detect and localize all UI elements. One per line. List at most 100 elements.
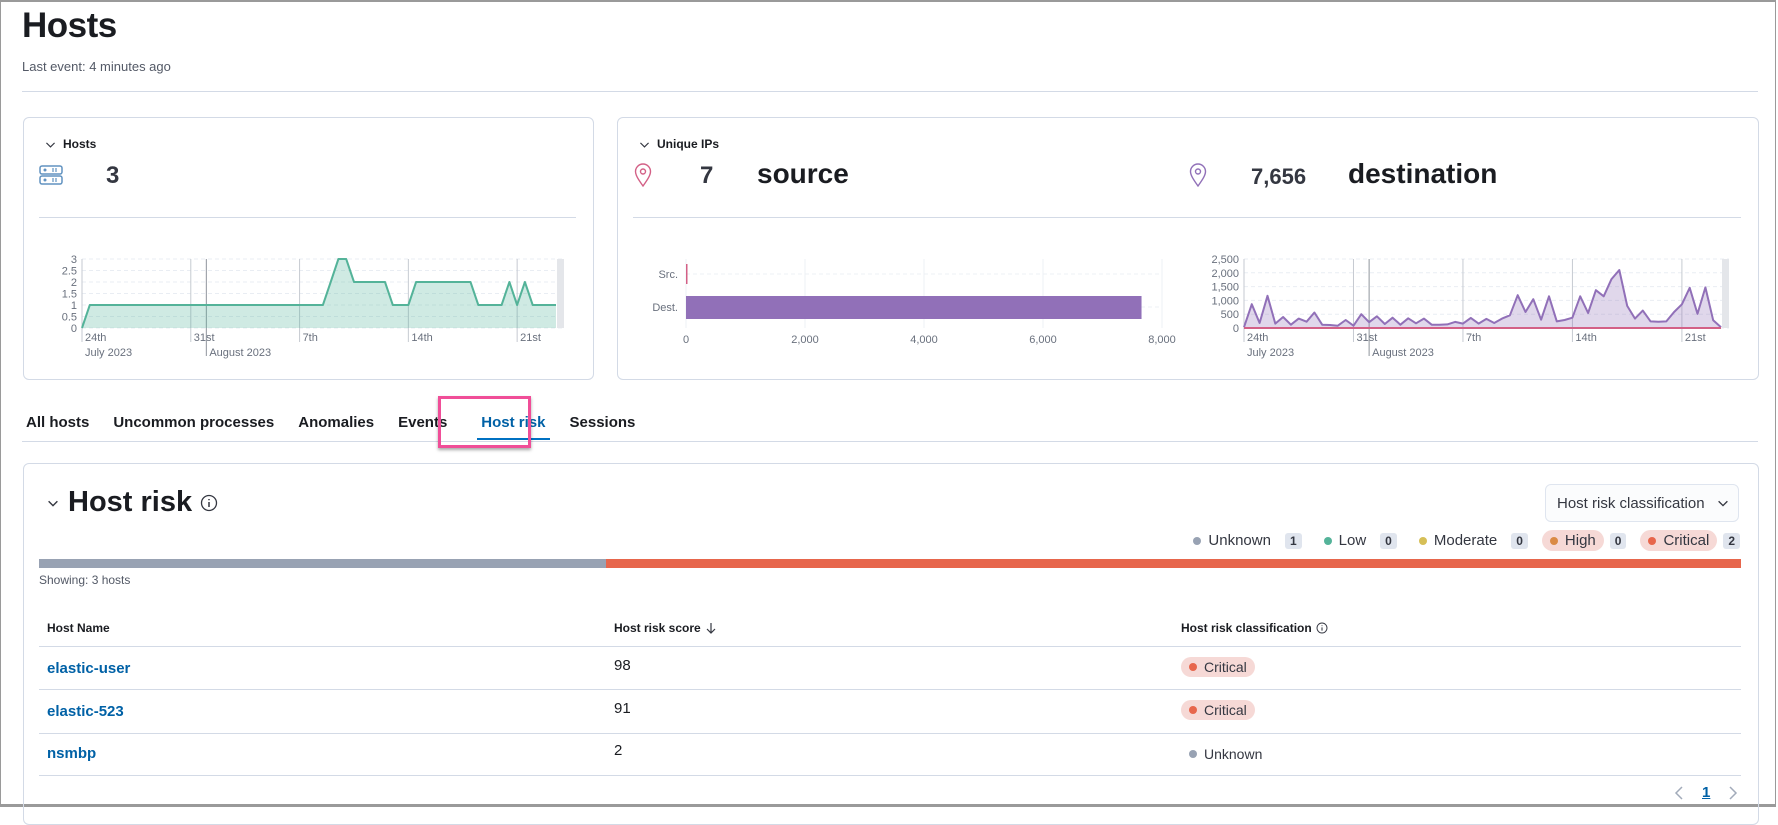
y-tick-label: 1.5 bbox=[62, 289, 77, 301]
hosts-card-toggle[interactable]: Hosts bbox=[44, 137, 96, 151]
category-label: Dest. bbox=[652, 302, 678, 314]
tab-anomalies[interactable]: Anomalies bbox=[298, 412, 386, 438]
x-tick-label: 21st bbox=[1685, 332, 1706, 344]
row-divider bbox=[39, 733, 1741, 734]
legend-critical[interactable]: Critical bbox=[1640, 530, 1717, 551]
x-tick-label: 7th bbox=[303, 332, 318, 344]
critical-dot-icon bbox=[1648, 537, 1656, 545]
legend-label: Moderate bbox=[1434, 532, 1497, 549]
hosts-tabs: All hosts Uncommon processes Anomalies E… bbox=[26, 412, 659, 440]
legend-count: 2 bbox=[1723, 533, 1740, 549]
dropdown-label: Host risk classification bbox=[1557, 495, 1705, 512]
x-tick-label: 14th bbox=[1575, 332, 1596, 344]
x-major-label: August 2023 bbox=[1372, 347, 1434, 359]
chevron-down-icon[interactable] bbox=[46, 496, 60, 510]
row-divider bbox=[39, 689, 1741, 690]
column-label: Host risk classification bbox=[1181, 621, 1312, 635]
y-tick-label: 2 bbox=[71, 277, 77, 289]
legend-unknown[interactable]: Unknown bbox=[1185, 530, 1279, 551]
y-tick-label: 0 bbox=[1233, 323, 1239, 335]
risk-badge: Critical bbox=[1181, 700, 1255, 720]
x-tick-label: 8,000 bbox=[1148, 334, 1176, 346]
destination-label: destination bbox=[1348, 158, 1497, 190]
legend-count: 0 bbox=[1380, 533, 1397, 549]
x-tick-label: 6,000 bbox=[1029, 334, 1057, 346]
risk-segment-unknown bbox=[39, 559, 606, 568]
page-title: Hosts bbox=[22, 6, 117, 46]
y-tick-label: 2,000 bbox=[1211, 268, 1239, 280]
low-dot-icon bbox=[1324, 537, 1332, 545]
ips-card-divider bbox=[633, 217, 1741, 218]
tab-uncommon-processes[interactable]: Uncommon processes bbox=[113, 412, 286, 438]
risk-badge: Critical bbox=[1181, 657, 1255, 677]
unique-ips-card-label: Unique IPs bbox=[657, 137, 719, 151]
destination-map-pin-icon bbox=[1189, 163, 1207, 187]
classification-label: Critical bbox=[1204, 702, 1247, 718]
source-ip-count: 7 bbox=[700, 162, 713, 190]
last-event: Last event: 4 minutes ago bbox=[22, 59, 171, 74]
column-label: Host risk score bbox=[614, 621, 701, 635]
risk-distribution-bar bbox=[39, 559, 1741, 568]
column-header-risk-score[interactable]: Host risk score bbox=[614, 621, 717, 635]
bar-dest bbox=[686, 296, 1142, 319]
y-tick-label: 2.5 bbox=[62, 266, 77, 278]
tab-all-hosts[interactable]: All hosts bbox=[26, 412, 101, 438]
bar-src bbox=[686, 264, 688, 284]
destination-ip-count: 7,656 bbox=[1251, 164, 1306, 190]
hosts-count: 3 bbox=[106, 162, 119, 190]
chevron-right-icon[interactable] bbox=[1728, 785, 1738, 801]
x-tick-label: 21st bbox=[520, 332, 541, 344]
y-tick-label: 1 bbox=[71, 300, 77, 312]
chevron-left-icon[interactable] bbox=[1674, 785, 1684, 801]
legend-count: 1 bbox=[1285, 533, 1302, 549]
host-risk-heading: Host risk bbox=[68, 486, 192, 519]
unknown-dot-icon bbox=[1193, 537, 1201, 545]
risk-score: 2 bbox=[614, 742, 622, 759]
host-link[interactable]: nsmbp bbox=[47, 745, 96, 762]
legend-label: Low bbox=[1339, 532, 1367, 549]
legend-count: 0 bbox=[1511, 533, 1528, 549]
header-divider bbox=[22, 91, 1758, 92]
info-icon[interactable] bbox=[200, 494, 218, 512]
unknown-dot-icon bbox=[1189, 750, 1197, 758]
moderate-dot-icon bbox=[1419, 537, 1427, 545]
host-risk-classification-dropdown[interactable]: Host risk classification bbox=[1545, 484, 1739, 522]
tab-sessions[interactable]: Sessions bbox=[570, 412, 648, 438]
source-label: source bbox=[757, 158, 849, 190]
server-icon bbox=[39, 165, 63, 185]
chevron-down-icon bbox=[638, 138, 651, 151]
x-tick-label: 0 bbox=[683, 334, 689, 346]
category-label: Src. bbox=[658, 269, 678, 281]
legend-low[interactable]: Low bbox=[1316, 530, 1375, 551]
legend-count: 0 bbox=[1610, 533, 1627, 549]
risk-score: 98 bbox=[614, 657, 631, 674]
hosts-card-divider bbox=[39, 217, 576, 218]
host-link[interactable]: elastic-523 bbox=[47, 703, 124, 720]
column-header-host-name[interactable]: Host Name bbox=[47, 621, 110, 635]
y-tick-label: 1,500 bbox=[1211, 282, 1239, 294]
risk-legend: Unknown 1 Low 0 Moderate 0 High 0 Critic… bbox=[1185, 530, 1740, 551]
pagination: 1 bbox=[1674, 784, 1738, 801]
legend-label: High bbox=[1565, 532, 1596, 549]
x-tick-label: 31st bbox=[1356, 332, 1377, 344]
source-map-pin-icon bbox=[634, 163, 652, 187]
column-header-risk-classification[interactable]: Host risk classification bbox=[1181, 621, 1328, 635]
chevron-down-icon bbox=[1716, 496, 1730, 510]
unique-ips-card-toggle[interactable]: Unique IPs bbox=[638, 137, 719, 151]
chart-end-band bbox=[557, 259, 564, 328]
legend-moderate[interactable]: Moderate bbox=[1411, 530, 1505, 551]
x-major-label: August 2023 bbox=[209, 347, 271, 359]
x-tick-label: 24th bbox=[85, 332, 106, 344]
page-1-button[interactable]: 1 bbox=[1702, 784, 1710, 801]
chart-end-band bbox=[1722, 259, 1729, 328]
legend-high[interactable]: High bbox=[1542, 530, 1604, 551]
tabs-divider bbox=[22, 441, 1758, 442]
y-tick-label: 1,000 bbox=[1211, 295, 1239, 307]
classification-label: Unknown bbox=[1204, 746, 1262, 762]
x-tick-label: 31st bbox=[194, 332, 215, 344]
x-tick-label: 14th bbox=[411, 332, 432, 344]
risk-segment-critical bbox=[606, 559, 1741, 568]
host-link[interactable]: elastic-user bbox=[47, 660, 130, 677]
